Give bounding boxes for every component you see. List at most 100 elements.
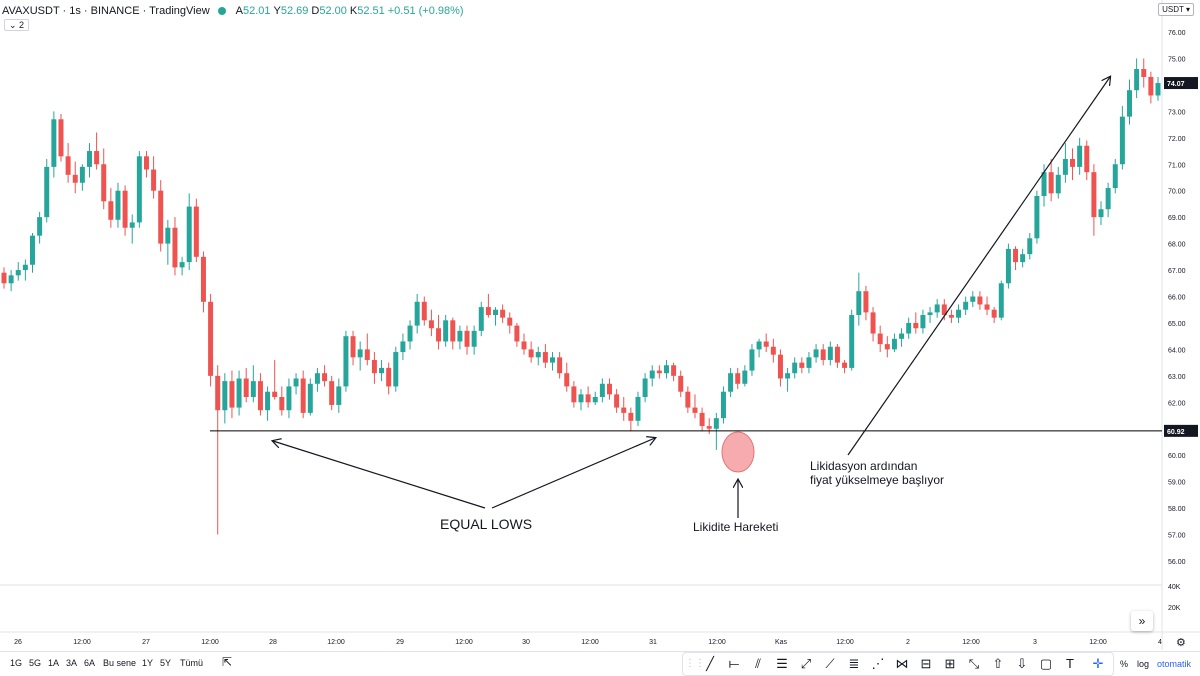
fib-retracement-icon[interactable]: ≣: [848, 656, 860, 671]
candle-body: [371, 359, 377, 374]
percent-toggle[interactable]: %: [1120, 659, 1129, 669]
horizontal-ray-icon[interactable]: ☰: [776, 656, 788, 671]
price-range-icon[interactable]: ⊞: [944, 656, 956, 671]
candle-body: [450, 320, 456, 342]
timeframe-6m[interactable]: 6A: [84, 658, 96, 668]
scroll-to-latest-button[interactable]: »: [1131, 611, 1153, 631]
crosshair-icon[interactable]: ✛: [1092, 656, 1104, 671]
candle: [336, 378, 342, 413]
candle: [635, 391, 641, 427]
candle-body: [136, 156, 142, 223]
currency-selector[interactable]: USDT ▾: [1158, 3, 1194, 16]
pattern-icon[interactable]: ⋈: [895, 656, 909, 671]
candle: [656, 365, 662, 379]
candle: [158, 180, 164, 252]
candle: [44, 158, 50, 223]
parallel-channel-icon[interactable]: ⫽: [755, 656, 761, 671]
candle: [94, 132, 100, 170]
candle: [179, 256, 185, 276]
indicators-toggle[interactable]: ⌄ 2: [4, 19, 30, 31]
date-range-tool-icon[interactable]: ⊟: [920, 656, 932, 671]
candle: [763, 333, 769, 353]
candle-body: [1091, 172, 1097, 218]
candle: [863, 285, 869, 321]
time-tick-label: 27: [142, 639, 150, 646]
symbol-title[interactable]: AVAXUSDT · 1s · BINANCE · TradingView: [2, 5, 210, 17]
candle: [1020, 248, 1026, 268]
candle-body: [265, 391, 271, 411]
candle-body: [663, 365, 669, 374]
candle-body: [792, 362, 798, 374]
drag-handle-icon[interactable]: ⋮⋮: [685, 658, 705, 669]
timeframe-5y[interactable]: 5Y: [160, 658, 172, 668]
auto-toggle[interactable]: otomatik: [1157, 659, 1192, 669]
timeframe-1m[interactable]: 1A: [48, 658, 60, 668]
candle-body: [485, 307, 491, 316]
candle: [927, 307, 933, 323]
timeframe-all[interactable]: Tümü: [180, 658, 204, 668]
timeframe-ytd[interactable]: Bu sene: [103, 658, 137, 668]
level-price-tag: [1164, 424, 1198, 437]
arrow-up-icon[interactable]: ⇧: [992, 656, 1004, 671]
candle: [457, 325, 463, 350]
candle-body: [1013, 248, 1019, 263]
candle: [720, 386, 726, 424]
candle: [293, 373, 299, 395]
candle: [1077, 137, 1083, 175]
price-chart[interactable]: EQUAL LOWS Likidite Hareketi Likidasyon ar…: [0, 0, 1200, 650]
candle-body: [756, 341, 762, 350]
candle-body: [956, 309, 962, 318]
candle: [1005, 243, 1011, 289]
log-toggle[interactable]: log: [1137, 659, 1150, 669]
candle-body: [72, 174, 78, 183]
candle-body: [927, 312, 933, 316]
candle: [671, 362, 677, 382]
price-tick-label: 66.00: [1168, 295, 1186, 302]
candle: [222, 373, 228, 424]
candle-body: [51, 119, 57, 167]
candle-body: [393, 352, 399, 387]
candle: [307, 378, 313, 416]
candle: [614, 389, 620, 413]
candle-body: [642, 378, 648, 398]
candle: [8, 270, 14, 292]
text-tool-icon[interactable]: T: [1066, 656, 1074, 671]
candle: [51, 111, 57, 178]
candle-body: [357, 349, 363, 358]
time-tick-label: 12:00: [73, 639, 91, 646]
timeframe-3m[interactable]: 3A: [66, 658, 78, 668]
candle-body: [250, 381, 256, 398]
candle-body: [257, 381, 263, 411]
time-tick-label: 12:00: [455, 639, 473, 646]
candle: [186, 193, 192, 271]
candle: [1119, 106, 1125, 170]
candle: [72, 161, 78, 194]
time-tick-label: 12:00: [962, 639, 980, 646]
change-value: +0.51 (+0.98%): [387, 5, 464, 17]
candle-body: [165, 227, 171, 244]
candle-body: [279, 397, 285, 411]
ruler-icon[interactable]: ⤡: [968, 656, 980, 671]
open-value: 52.01: [242, 5, 271, 17]
settings-gear-icon[interactable]: ⚙: [1176, 637, 1186, 649]
arrow-down-icon[interactable]: ⇩: [1016, 656, 1028, 671]
candle: [1048, 158, 1054, 202]
candle-body: [607, 383, 612, 395]
trend-line-icon[interactable]: ╱: [706, 656, 714, 671]
timeframe-5d[interactable]: 5G: [29, 658, 42, 668]
path-icon[interactable]: ⤢: [800, 656, 812, 671]
timeframe-1d[interactable]: 1G: [10, 658, 23, 668]
rectangle-icon[interactable]: ▢: [1039, 656, 1053, 671]
pitchfork-icon[interactable]: ⟋: [825, 656, 835, 671]
candle-body: [1055, 174, 1061, 194]
candle-body: [8, 275, 14, 284]
liquidity-highlight: [721, 431, 755, 473]
candle-body: [870, 312, 876, 334]
fib-extension-icon[interactable]: ⋰: [871, 656, 885, 671]
time-tick-label: 12:00: [327, 639, 345, 646]
horizontal-line-icon[interactable]: ⟝: [728, 656, 740, 671]
timeframe-1y[interactable]: 1Y: [142, 658, 154, 668]
price-tick-label: 58.00: [1168, 506, 1186, 513]
date-range-icon[interactable]: ⇱: [222, 655, 233, 669]
candle: [906, 317, 912, 339]
